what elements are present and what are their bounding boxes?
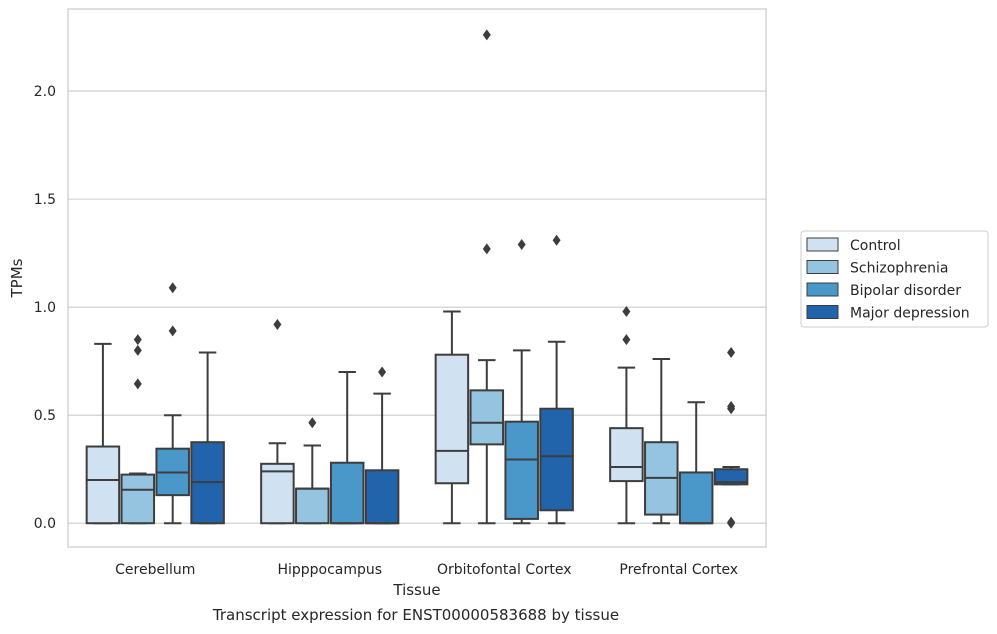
plot-frame: [67, 8, 767, 548]
box-iqr: [504, 420, 539, 520]
box-3-1: [644, 358, 679, 525]
outlier-point: [273, 318, 282, 330]
outlier-point: [482, 29, 491, 41]
outlier-point: [378, 366, 387, 378]
box-2-1: [469, 29, 505, 525]
outlier-point: [168, 282, 177, 294]
x-tick-label: Orbitofontal Cortex: [437, 562, 572, 578]
box-iqr: [120, 473, 156, 525]
box-1-2: [329, 370, 365, 525]
box-1-1: [295, 417, 330, 525]
outlier-point: [168, 325, 177, 337]
y-tick-label: 1.0: [34, 300, 56, 316]
outlier-point: [133, 334, 142, 346]
box-iqr: [260, 462, 295, 525]
box-iqr: [434, 353, 470, 485]
x-axis-label: Tissue: [392, 581, 440, 599]
legend-swatch: [806, 282, 839, 297]
legend-swatch: [806, 237, 839, 252]
legend: Control Schizophrenia Bipolar disorder Majo…: [800, 230, 989, 328]
box-iqr: [609, 427, 644, 483]
legend-label: Major depression: [850, 306, 970, 322]
box-1-3: [364, 366, 400, 525]
outlier-point: [622, 305, 631, 317]
box-2-3: [539, 234, 574, 525]
grid-lines: [68, 90, 766, 524]
legend-swatch: [806, 305, 839, 319]
outlier-point: [133, 378, 142, 390]
outlier-point: [727, 516, 736, 528]
box-iqr: [295, 487, 330, 525]
box-groups: [85, 29, 749, 529]
x-tick-label: Cerebellum: [115, 562, 195, 578]
x-tick-label: Hipppocampus: [277, 562, 382, 578]
y-tick-label: 1.5: [34, 192, 56, 208]
legend-label: Bipolar disorder: [850, 283, 961, 299]
box-iqr: [678, 471, 714, 525]
box-0-3: [190, 351, 225, 525]
figure-caption: Transcript expression for ENST0000058368…: [212, 606, 620, 624]
box-iqr: [85, 445, 121, 525]
outlier-point: [517, 239, 526, 251]
box-2-2: [504, 239, 539, 525]
outlier-point: [308, 417, 317, 429]
y-axis-ticks: 0.0 0.5 1.0 1.5 2.0: [34, 84, 56, 532]
outlier-point: [552, 234, 561, 246]
box-3-2: [678, 401, 714, 525]
box-iqr: [469, 389, 505, 446]
outlier-point: [133, 344, 142, 356]
y-tick-label: 0.0: [34, 516, 56, 532]
box-iqr: [329, 461, 365, 525]
legend-label: Control: [850, 238, 901, 254]
legend-label: Schizophrenia: [850, 261, 948, 277]
outlier-point: [727, 401, 736, 413]
box-iqr: [713, 468, 749, 486]
box-iqr: [364, 469, 400, 525]
x-axis-ticks: Cerebellum Hipppocampus Orbitofontal Corte…: [115, 562, 738, 578]
box-1-0: [260, 318, 295, 525]
box-2-0: [434, 310, 470, 525]
outlier-point: [622, 334, 631, 346]
y-tick-label: 2.0: [34, 84, 56, 100]
box-0-1: [120, 334, 156, 525]
legend-swatch: [806, 260, 839, 274]
y-tick-label: 0.5: [34, 408, 56, 424]
outlier-point: [727, 347, 736, 359]
box-iqr: [539, 407, 574, 512]
box-0-2: [155, 282, 190, 525]
x-tick-label: Prefrontal Cortex: [619, 562, 738, 578]
box-0-0: [85, 342, 121, 525]
box-3-3: [713, 347, 749, 529]
box-3-0: [609, 305, 644, 525]
y-axis-label: TPMs: [8, 258, 26, 298]
legend-frame: [800, 230, 989, 328]
outlier-point: [482, 243, 491, 255]
